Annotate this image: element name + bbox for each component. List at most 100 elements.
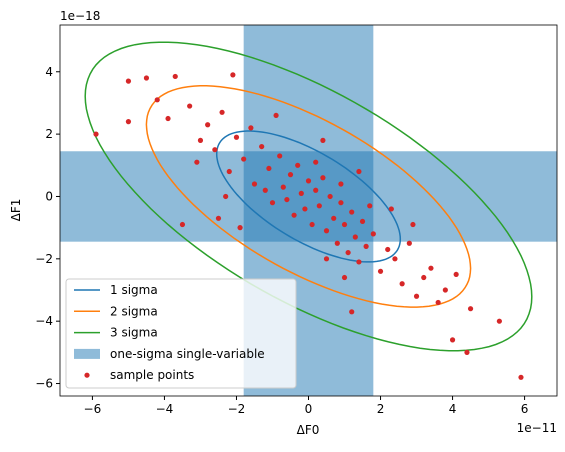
y-tick-label: 0 [45, 189, 53, 203]
sample-point [125, 119, 132, 125]
sample-point [298, 190, 304, 196]
legend-label: 2 sigma [110, 304, 158, 318]
y-tick-label: −4 [35, 314, 53, 328]
sample-point [262, 187, 268, 193]
sample-point [269, 200, 276, 206]
sample-point [496, 318, 502, 324]
sample-point [251, 181, 258, 187]
sample-point [219, 109, 225, 115]
sample-point [313, 159, 319, 165]
sample-point [363, 243, 369, 249]
sample-point [165, 115, 171, 122]
sigma-ellipse [215, 130, 402, 263]
sample-point [377, 268, 384, 274]
sample-point [341, 221, 348, 228]
sample-point [428, 265, 434, 271]
x-tick-label: −6 [84, 402, 102, 416]
sample-point [323, 256, 330, 262]
sample-point [406, 240, 412, 246]
x-tick-label: 2 [377, 402, 385, 416]
sample-point [125, 78, 132, 84]
sample-point [341, 274, 348, 281]
sample-point [449, 337, 456, 343]
sample-point [241, 156, 247, 162]
sample-point [518, 374, 524, 380]
x-tick-label: −4 [156, 402, 174, 416]
sample-point [212, 147, 218, 153]
x-tick-label: 4 [449, 402, 457, 416]
sample-point [302, 206, 308, 212]
sample-point [233, 134, 240, 140]
x-tick-label: 0 [305, 402, 313, 416]
sample-point [205, 122, 211, 128]
legend-label: 3 sigma [110, 326, 158, 340]
sample-point [385, 246, 391, 253]
sample-point [309, 221, 315, 228]
sample-point [187, 103, 193, 109]
x-tick-label: −2 [228, 402, 246, 416]
sample-point [399, 281, 405, 287]
plot-area [60, 25, 557, 396]
sample-point [464, 349, 470, 355]
y-tick-label: −2 [35, 252, 53, 266]
sample-point [334, 240, 340, 246]
legend-label: one-sigma single-variable [110, 347, 265, 361]
legend-label: 1 sigma [110, 283, 158, 297]
sample-point [421, 274, 427, 281]
sample-point [154, 97, 160, 103]
y-axis-label: ΔF1 [9, 199, 23, 222]
x-tick-label: 6 [521, 402, 529, 416]
sample-point [352, 234, 358, 240]
sample-point [305, 178, 312, 184]
legend-label: sample points [110, 368, 194, 382]
sample-point [93, 131, 99, 137]
sample-point [179, 221, 186, 228]
sigma-ellipse [145, 85, 472, 308]
sample-point [349, 309, 355, 315]
legend-swatch [74, 348, 100, 359]
sample-point [143, 75, 150, 81]
sample-point [237, 225, 243, 231]
sample-point [280, 184, 286, 190]
sample-point [320, 175, 326, 181]
sample-point [338, 200, 344, 206]
sample-point [226, 168, 232, 175]
sample-point [370, 231, 376, 237]
sample-point [331, 215, 337, 221]
sample-point [230, 72, 236, 78]
sample-point [467, 306, 474, 312]
sample-point [410, 221, 416, 228]
sample-point [248, 125, 254, 131]
sample-point [284, 196, 290, 203]
sample-point [327, 193, 333, 200]
sample-point [277, 153, 283, 159]
sample-point [413, 293, 420, 299]
x-axis-label: ΔF0 [297, 423, 320, 437]
sample-point [197, 137, 204, 143]
sample-point [266, 165, 272, 172]
sample-point [291, 212, 297, 218]
sample-point [295, 162, 301, 168]
sample-point [259, 143, 265, 150]
sample-point [345, 249, 351, 256]
sample-point [223, 193, 229, 200]
sample-point [287, 172, 294, 178]
sample-point [338, 181, 344, 187]
sample-point [367, 203, 373, 209]
legend-box [65, 278, 297, 389]
sample-point [359, 218, 366, 225]
sample-point [453, 271, 459, 278]
sample-point [388, 206, 394, 212]
sample-point [356, 259, 362, 265]
y-tick-label: 4 [45, 65, 53, 79]
sample-point [316, 203, 322, 209]
y-tick-label: −6 [35, 377, 53, 391]
band-horizontal [60, 151, 557, 242]
sample-point [442, 287, 448, 293]
sample-point [172, 73, 178, 80]
y-tick-label: 2 [45, 127, 53, 141]
sample-point [349, 209, 355, 215]
sample-point [320, 137, 326, 143]
sample-point [215, 215, 222, 221]
